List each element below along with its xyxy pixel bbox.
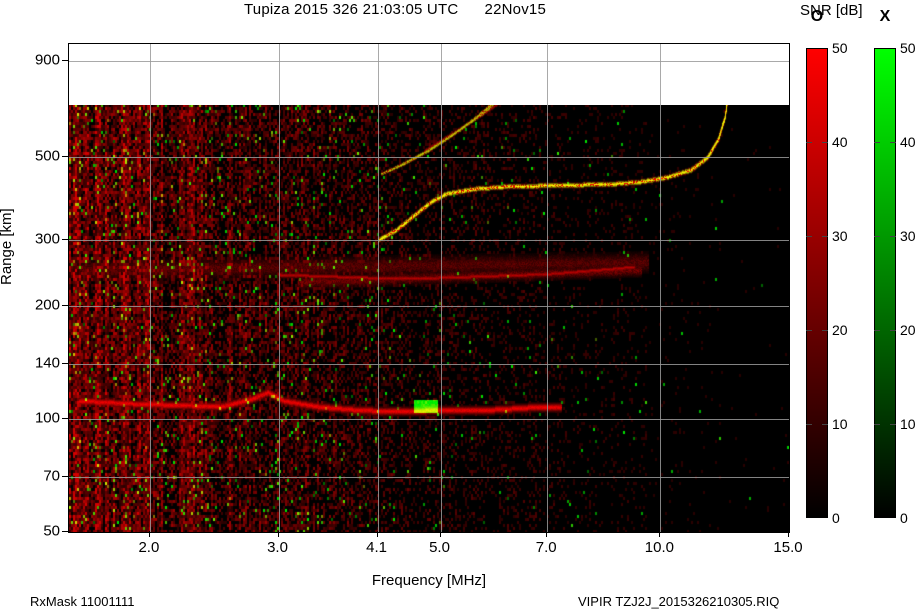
colorbar-tick-mark — [890, 142, 896, 143]
y-tick-label: 50 — [43, 522, 60, 540]
colorbar-tick-mark — [874, 330, 880, 331]
colorbar-x-letter: X — [879, 8, 891, 25]
y-tick-mark — [62, 531, 68, 532]
colorbar-tick-mark — [806, 142, 812, 143]
grid-line-vertical — [547, 44, 549, 532]
colorbar-tick-mark — [890, 424, 896, 425]
y-tick-mark — [62, 155, 68, 157]
grid-line-horizontal — [69, 240, 789, 242]
grid-line-vertical — [440, 44, 442, 532]
y-tick-label: 300 — [34, 230, 60, 248]
grid-line-vertical — [377, 44, 379, 532]
colorbar-tick-mark — [874, 424, 880, 425]
ionogram-data-area — [69, 105, 789, 532]
rxmask-label: RxMask 11001111 — [30, 594, 135, 609]
plot-canvas — [69, 44, 789, 532]
colorbar-tick-label: 10 — [900, 416, 916, 432]
y-tick-label: 100 — [34, 409, 60, 427]
grid-line-horizontal — [69, 364, 789, 366]
x-tick-label: 10.0 — [644, 539, 674, 556]
colorbar-tick-mark — [874, 142, 880, 143]
y-tick-label: 70 — [43, 467, 60, 485]
x-tick-label: 3.0 — [267, 539, 288, 556]
grid-line-vertical — [149, 44, 151, 532]
y-tick-mark — [62, 305, 68, 307]
colorbar-tick-label: 10 — [832, 416, 848, 432]
colorbar-o-gradient — [806, 48, 828, 518]
x-tick-mark — [546, 531, 548, 537]
colorbar-tick-mark — [806, 424, 812, 425]
x-tick-label: 15.0 — [773, 539, 803, 556]
colorbar-tick-label: 50 — [900, 40, 916, 56]
grid-line-horizontal — [69, 306, 789, 308]
y-tick-mark — [62, 60, 68, 62]
colorbar-o-letter: O — [810, 8, 824, 25]
x-tick-label: 4.1 — [366, 539, 388, 556]
grid-line-vertical — [660, 44, 662, 532]
y-tick-mark — [62, 363, 68, 365]
x-tick-mark — [659, 531, 661, 537]
colorbar-tick-mark — [806, 330, 812, 331]
x-tick-mark — [376, 531, 378, 537]
colorbar-tick-mark — [890, 236, 896, 237]
x-tick-mark — [277, 531, 279, 537]
plot-frame — [68, 43, 790, 533]
colorbar-tick-mark — [890, 330, 896, 331]
colorbar-tick-mark — [822, 330, 828, 331]
grid-line-horizontal — [69, 61, 789, 63]
page-title: Tupiza 2015 326 21:03:05 UTC 22Nov15 — [244, 1, 546, 18]
x-axis-label: Frequency [MHz] — [371, 572, 487, 589]
y-tick-mark — [62, 418, 68, 420]
x-tick-label: 5.0 — [429, 539, 450, 556]
x-tick-mark — [148, 531, 150, 537]
colorbar-tick-label: 50 — [832, 40, 848, 56]
colorbar-tick-mark — [822, 424, 828, 425]
grid-line-horizontal — [69, 477, 789, 479]
y-tick-label: 140 — [34, 354, 60, 372]
y-axis-label: Range [km] — [0, 208, 15, 285]
colorbar-tick-mark — [806, 236, 812, 237]
colorbar-tick-mark — [822, 142, 828, 143]
x-tick-label: 7.0 — [535, 539, 557, 556]
colorbar-tick-mark — [874, 236, 880, 237]
colorbar-tick-label: 40 — [832, 134, 848, 150]
y-tick-mark — [62, 239, 68, 241]
x-tick-label: 2.0 — [138, 539, 160, 556]
colorbar-x-gradient — [874, 48, 896, 518]
colorbar-tick-label: 20 — [900, 322, 916, 338]
y-tick-mark — [62, 476, 68, 478]
x-tick-mark — [439, 531, 441, 537]
grid-line-horizontal — [69, 156, 789, 158]
ionogram-image — [69, 105, 789, 532]
colorbar-tick-mark — [822, 236, 828, 237]
colorbar-title: SNR [dB] — [800, 2, 863, 19]
file-id-label: VIPIR TZJ2J_2015326210305.RIQ — [578, 594, 780, 609]
x-tick-mark — [788, 531, 789, 537]
colorbar-tick-label: 40 — [900, 134, 916, 150]
colorbar-tick-label: 0 — [900, 510, 908, 526]
y-tick-label: 200 — [34, 296, 60, 314]
grid-line-horizontal — [69, 419, 789, 421]
colorbar-tick-label: 30 — [832, 228, 848, 244]
grid-line-vertical — [278, 44, 280, 532]
y-tick-label: 900 — [34, 51, 60, 69]
colorbar-tick-label: 30 — [900, 228, 916, 244]
y-tick-label: 500 — [34, 147, 60, 165]
colorbar-tick-label: 0 — [832, 510, 840, 526]
colorbar-tick-label: 20 — [832, 322, 848, 338]
